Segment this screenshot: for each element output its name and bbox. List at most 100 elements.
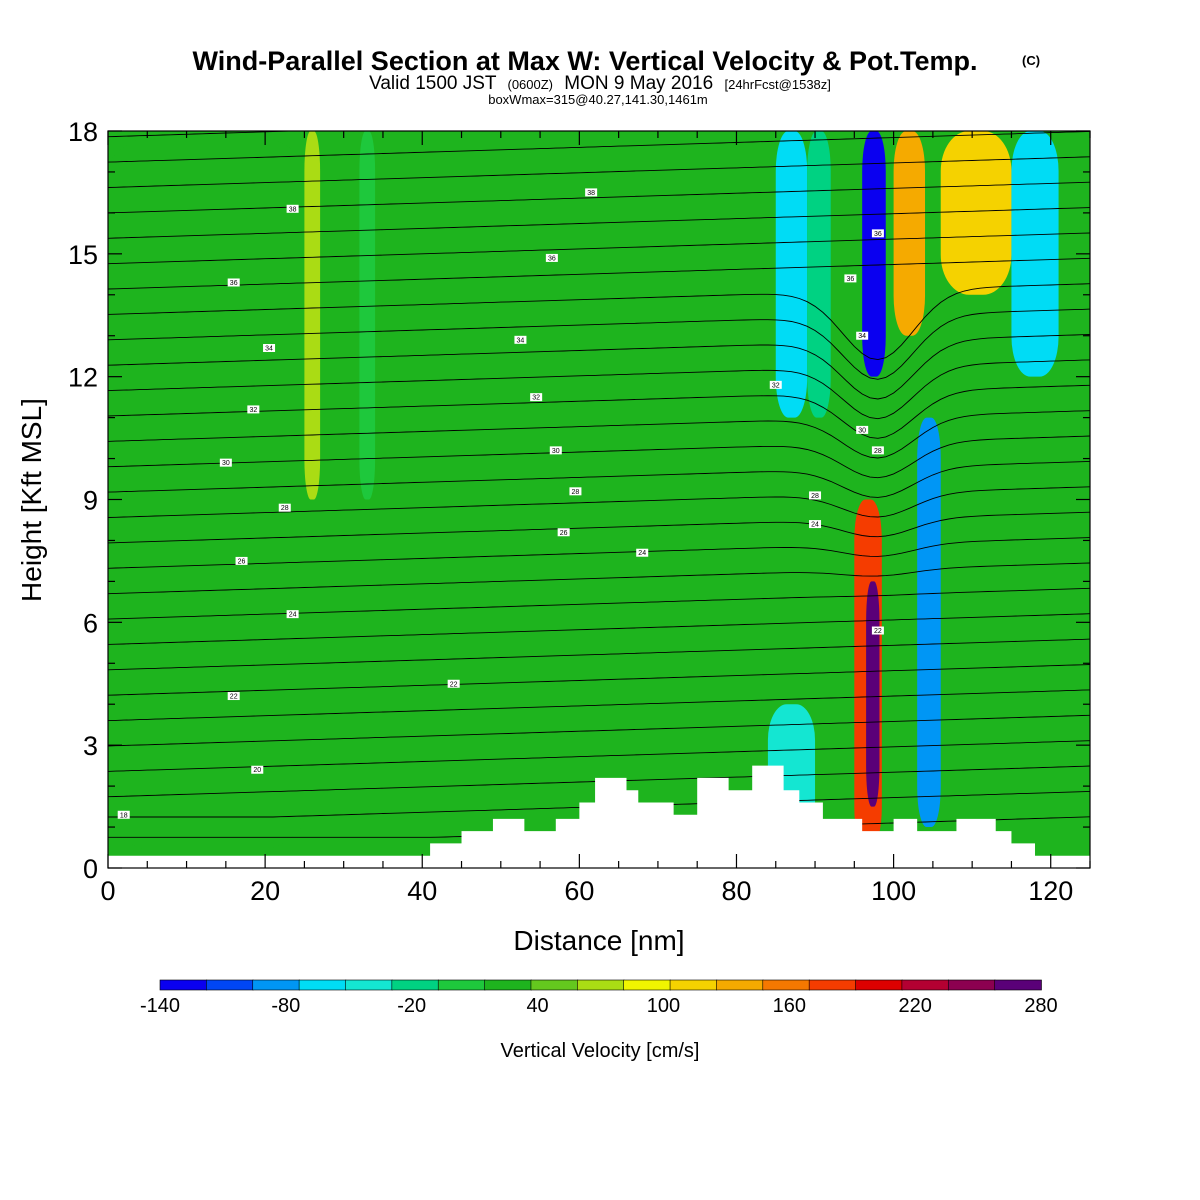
contour-label: 28 bbox=[281, 505, 289, 512]
contour-label-box bbox=[557, 528, 570, 537]
colorbar-tick-label: -140 bbox=[140, 995, 180, 1017]
contour-label-box bbox=[514, 335, 527, 344]
isentrope-line bbox=[108, 638, 1090, 671]
terrain bbox=[108, 765, 1090, 868]
contour-label: 24 bbox=[289, 612, 297, 619]
isentrope-line bbox=[108, 308, 1090, 380]
contour-label-box bbox=[871, 229, 884, 238]
isentrope-line bbox=[108, 207, 1090, 239]
forecast-info: [24hrFcst@1538z] bbox=[724, 77, 830, 92]
contour-label-box bbox=[278, 503, 291, 512]
colorbar-tick-label: 100 bbox=[647, 995, 680, 1017]
valid-utc: (0600Z) bbox=[507, 77, 553, 92]
x-tick-label: 40 bbox=[407, 876, 437, 906]
isentrope-line bbox=[108, 689, 1090, 722]
contour-label: 36 bbox=[874, 231, 882, 238]
colorbar-swatch bbox=[484, 979, 532, 991]
velocity-band bbox=[359, 131, 376, 500]
contour-label: 32 bbox=[249, 407, 257, 414]
contour-label-box bbox=[286, 610, 299, 619]
contour-label-box bbox=[769, 380, 782, 389]
valid-prefix: Valid 1500 JST bbox=[369, 73, 497, 94]
contour-label: 24 bbox=[638, 550, 646, 557]
colorbar-tick-label: 160 bbox=[773, 995, 806, 1017]
contour-label: 38 bbox=[587, 190, 595, 197]
contour-labels: 38 38 36 36 36 36 34 34 34 32 32 32 30 30 30 28 28 28 28 26… bbox=[117, 188, 884, 819]
isentrope-line bbox=[108, 435, 1090, 479]
x-tick-label: 80 bbox=[721, 876, 751, 906]
colorbar-swatch bbox=[947, 979, 996, 991]
colorbar-tick-label: -80 bbox=[271, 995, 300, 1017]
colorbar-swatch bbox=[391, 979, 440, 991]
contour-label: 34 bbox=[265, 346, 273, 353]
contour-label: 28 bbox=[874, 448, 882, 455]
velocity-band bbox=[893, 131, 926, 336]
isentrope-line bbox=[108, 257, 1090, 290]
plot-area: 38 38 36 36 36 36 34 34 34 32 32 32 30 30 30 28 28 28 28 26… bbox=[108, 131, 1090, 868]
contour-label: 28 bbox=[811, 493, 819, 500]
velocity-band bbox=[304, 131, 321, 500]
contour-label: 36 bbox=[548, 255, 556, 262]
contour-label-box bbox=[856, 331, 869, 340]
contour-label: 32 bbox=[772, 382, 780, 389]
isentrope-line bbox=[108, 740, 1090, 772]
x-tick-label: 20 bbox=[250, 876, 280, 906]
isentrope-line bbox=[108, 131, 1090, 163]
contour-label: 26 bbox=[560, 530, 568, 537]
contour-label: 38 bbox=[289, 206, 297, 213]
contour-label: 30 bbox=[552, 448, 560, 455]
x-axis-label: Distance [nm] bbox=[513, 925, 684, 956]
y-tick-label: 9 bbox=[83, 486, 98, 516]
contour-label-box bbox=[549, 446, 562, 455]
colorbar-tick-label: -20 bbox=[397, 995, 426, 1017]
contour-label-box bbox=[251, 765, 264, 774]
contour-label-box bbox=[447, 679, 460, 688]
contour-label: 36 bbox=[846, 276, 854, 283]
contour-label: 34 bbox=[858, 333, 866, 340]
isentrope-line bbox=[108, 384, 1090, 439]
colorbar-swatch bbox=[530, 979, 579, 991]
chart-title: Wind-Parallel Section at Max W: Vertical… bbox=[193, 46, 978, 76]
isentrope-line bbox=[108, 511, 1090, 544]
colorbar-swatch bbox=[716, 979, 764, 991]
colorbar-swatch bbox=[994, 979, 1042, 991]
colorbar-swatch bbox=[159, 979, 208, 991]
colorbar-swatch bbox=[298, 979, 347, 991]
contour-label-box bbox=[569, 487, 582, 496]
contour-label-box bbox=[545, 253, 558, 262]
contour-label: 32 bbox=[532, 395, 540, 402]
isentrope-line bbox=[108, 131, 306, 138]
isentrope-line bbox=[108, 664, 1090, 696]
y-axis-label: Height [Kft MSL] bbox=[16, 398, 47, 602]
velocity-bands bbox=[108, 131, 1059, 856]
colorbar-tick-label: 220 bbox=[898, 995, 931, 1017]
isentrope-line bbox=[108, 156, 1090, 188]
x-tick-label: 120 bbox=[1028, 876, 1073, 906]
x-tick-label: 60 bbox=[564, 876, 594, 906]
colorbar-swatch bbox=[577, 979, 625, 991]
contour-label-box bbox=[856, 425, 869, 434]
x-tick-label: 0 bbox=[100, 876, 115, 906]
isentrope-line bbox=[108, 587, 1090, 620]
valid-date: MON 9 May 2016 bbox=[564, 73, 713, 94]
velocity-band bbox=[1011, 131, 1059, 377]
contour-label: 30 bbox=[222, 460, 230, 467]
colorbar-label: Vertical Velocity [cm/s] bbox=[501, 1040, 700, 1062]
colorbar-swatch bbox=[762, 979, 810, 991]
contour-label: 18 bbox=[120, 812, 128, 819]
y-tick-label: 18 bbox=[68, 117, 98, 147]
velocity-band bbox=[807, 131, 831, 418]
y-tick-label: 12 bbox=[68, 363, 98, 393]
y-tick-label: 6 bbox=[83, 608, 98, 638]
contour-label: 34 bbox=[517, 337, 525, 344]
isentrope-line bbox=[108, 537, 1090, 569]
colorbar-swatch bbox=[855, 979, 903, 991]
colorbar-swatch bbox=[808, 979, 857, 991]
velocity-band bbox=[940, 131, 1012, 295]
isentrope-line bbox=[108, 359, 1090, 420]
contour-label-box bbox=[809, 491, 822, 500]
x-tick-label: 100 bbox=[871, 876, 916, 906]
contour-label: 30 bbox=[858, 427, 866, 434]
contour-label-box bbox=[585, 188, 598, 197]
